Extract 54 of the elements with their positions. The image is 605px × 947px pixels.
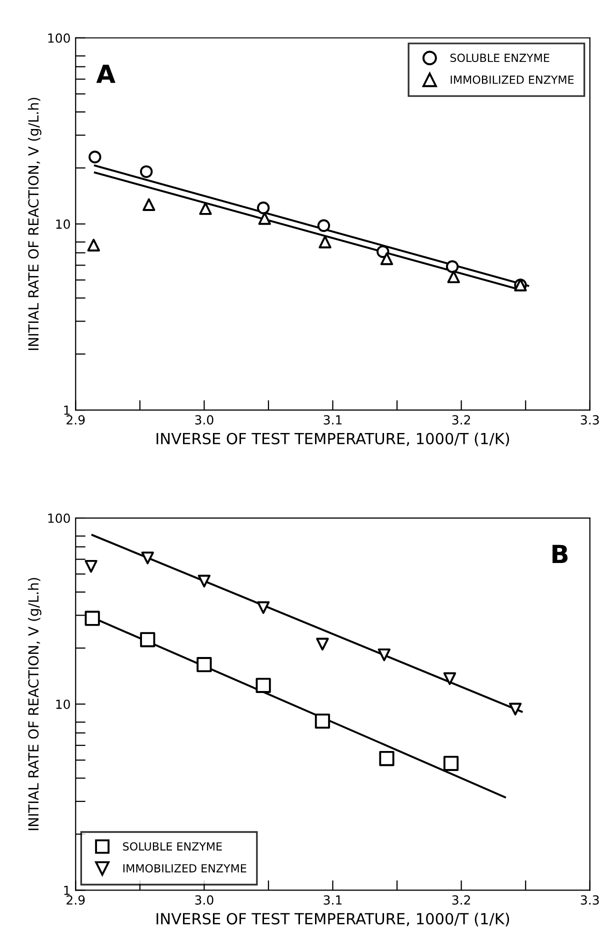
x-axis-title: INVERSE OF TEST TEMPERATURE, 1000/T (1/K) [156,432,510,446]
point [88,150,102,164]
y-tick-label: 1 [64,886,70,895]
legend-label: IMMOBILIZED ENZYME [123,864,246,872]
point [443,756,459,771]
annotation: B [552,544,568,564]
point [198,574,211,588]
y-axis-title: INITIAL RATE OF REACTION, V (g/L.h) [28,98,42,350]
point [508,702,522,716]
point [256,202,270,214]
annotation: A [96,64,116,83]
point [256,678,271,693]
legend-label: IMMOBILIZED ENZYME [450,75,574,84]
point [142,198,156,212]
x-tick-label: 3.2 [452,895,470,905]
x-tick-label: 3.3 [580,415,599,425]
point [446,260,459,273]
point [141,552,154,564]
x-axis-title: INVERSE OF TEST TEMPERATURE, 1000/T (1/K) [156,912,510,926]
y-tick-label: 10 [56,219,70,229]
x-tick-label: 3.1 [324,895,342,905]
x-tick-label: 3.0 [195,415,214,425]
y-tick-label: 100 [48,513,70,523]
y-tick-label: 100 [48,33,70,43]
y-tick-label: 10 [56,700,70,710]
point [84,610,100,626]
y-axis-title: INITIAL RATE OF REACTION, V (g/L.h) [28,578,42,830]
point [317,219,330,232]
x-tick-label: 3.3 [580,895,599,905]
point [376,245,390,258]
point [140,632,156,648]
point [447,270,460,284]
x-tick-label: 2.9 [66,895,85,905]
x-tick-label: 3.1 [324,415,342,425]
point [84,560,98,573]
legend-label: SOLUBLE ENZYME [123,842,222,851]
point [196,657,212,672]
point [316,638,329,650]
point [87,238,100,252]
legend-label: SOLUBLE ENZYME [450,54,550,62]
x-tick-label: 2.9 [66,415,85,425]
point [256,601,270,614]
point [140,165,153,178]
point [380,252,394,266]
x-tick-label: 3.0 [195,895,214,905]
point [379,750,394,766]
x-tick-label: 3.2 [452,415,470,425]
point [258,212,271,225]
y-tick-label: 1 [64,406,70,415]
point [199,202,212,215]
point [378,648,391,662]
point [314,714,330,729]
point [318,236,332,248]
point [443,672,456,686]
